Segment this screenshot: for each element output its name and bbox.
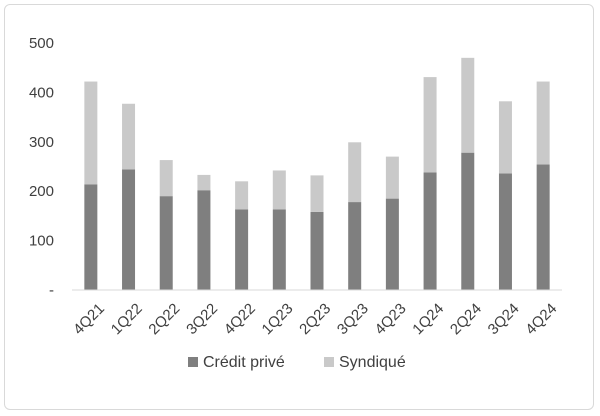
y-tick-label: 400 xyxy=(29,84,54,101)
legend-label: Crédit privé xyxy=(203,354,285,371)
bar-segment-syndique xyxy=(348,142,362,203)
x-tick-label: 2Q24 xyxy=(447,300,485,338)
x-tick-label: 1Q23 xyxy=(259,300,297,338)
legend-label: Syndiqué xyxy=(339,354,406,371)
y-tick-label: 300 xyxy=(29,134,54,151)
bar-segment-syndique xyxy=(423,77,437,173)
bar-segment-syndique xyxy=(385,156,399,199)
y-tick-label: 500 xyxy=(29,35,54,52)
x-tick-label: 3Q24 xyxy=(485,300,523,338)
bars xyxy=(84,57,550,290)
x-tick-label: 4Q22 xyxy=(221,300,259,338)
bar-segment-credit-prive xyxy=(536,164,550,290)
bar-segment-credit-prive xyxy=(423,172,437,290)
legend-swatch xyxy=(188,357,198,367)
bar-segment-credit-prive xyxy=(461,152,475,290)
bar-segment-credit-prive xyxy=(385,198,399,290)
y-axis-labels: - 100 200 300 400 500 xyxy=(29,35,54,299)
bar-segment-syndique xyxy=(272,170,286,210)
bar-segment-syndique xyxy=(310,175,324,212)
bar-segment-syndique xyxy=(498,101,512,174)
x-tick-label: 2Q22 xyxy=(145,300,183,338)
bar-segment-credit-prive xyxy=(84,184,98,290)
x-tick-label: 4Q23 xyxy=(372,300,410,338)
bar-segment-credit-prive xyxy=(498,173,512,290)
x-tick-label: 3Q22 xyxy=(183,300,221,338)
y-tick-label: 100 xyxy=(29,233,54,250)
x-tick-label: 1Q24 xyxy=(409,300,447,338)
x-axis-labels: 4Q21 1Q22 2Q22 3Q22 4Q22 1Q23 2Q23 3Q23 4Q23 1Q24… xyxy=(70,300,560,338)
y-tick-label: 200 xyxy=(29,183,54,200)
bar-segment-syndique xyxy=(235,181,249,210)
bar-segment-credit-prive xyxy=(197,190,211,290)
chart-frame xyxy=(4,4,594,410)
legend-swatch xyxy=(324,357,334,367)
bar-segment-credit-prive xyxy=(235,209,249,290)
bar-segment-syndique xyxy=(122,103,136,170)
y-tick-label: - xyxy=(49,282,54,299)
x-tick-label: 3Q23 xyxy=(334,300,372,338)
bar-segment-syndique xyxy=(84,81,98,185)
bar-segment-syndique xyxy=(461,57,475,153)
bar-segment-credit-prive xyxy=(159,196,173,290)
bar-segment-credit-prive xyxy=(122,169,136,290)
x-tick-label: 2Q23 xyxy=(296,300,334,338)
bar-segment-syndique xyxy=(197,174,211,191)
bar-segment-credit-prive xyxy=(310,211,324,290)
bar-segment-credit-prive xyxy=(348,202,362,290)
x-tick-label: 4Q24 xyxy=(522,300,560,338)
bar-segment-syndique xyxy=(536,81,550,165)
x-tick-label: 4Q21 xyxy=(70,300,108,338)
bar-segment-credit-prive xyxy=(272,209,286,290)
x-tick-label: 1Q22 xyxy=(108,300,146,338)
legend: Crédit privé Syndiqué xyxy=(188,354,406,371)
bar-segment-syndique xyxy=(159,160,173,197)
